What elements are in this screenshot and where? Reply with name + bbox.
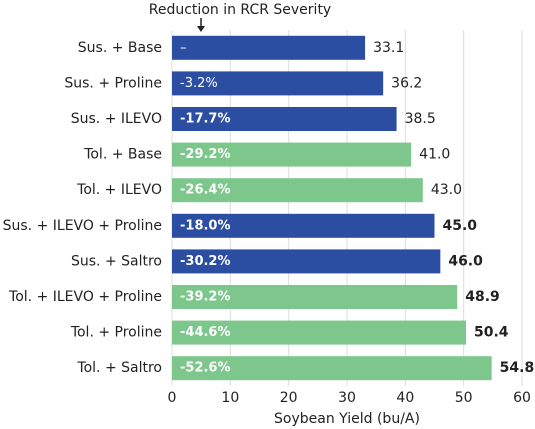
x-tick-label: 40 (396, 390, 414, 406)
reduction-label: -3.2% (180, 76, 218, 91)
bar (172, 35, 366, 60)
bar (172, 213, 435, 238)
value-label: 48.9 (465, 289, 500, 305)
y-tick-label: Tol. + Proline (70, 325, 162, 341)
y-tick-label: Tol. + Saltro (76, 360, 162, 376)
x-tick-label: 10 (221, 390, 239, 406)
x-tick-label: 20 (280, 390, 298, 406)
bar (172, 178, 423, 203)
y-tick-label: Sus. + ILEVO + Proline (3, 218, 162, 234)
y-tick-label: Sus. + Saltro (71, 253, 162, 269)
reduction-label: – (180, 40, 187, 55)
value-label: 33.1 (373, 40, 404, 56)
y-tick-label: Tol. + ILEVO (76, 182, 162, 198)
value-label: 41.0 (419, 147, 450, 163)
y-tick-label: Tol. + Base (83, 147, 162, 163)
reduction-label: -29.2% (180, 147, 231, 162)
x-tick-label: 60 (513, 390, 531, 406)
reduction-label: -26.4% (180, 183, 231, 198)
value-label: 36.2 (391, 75, 422, 91)
bar (172, 71, 384, 96)
reduction-label: -44.6% (180, 325, 231, 340)
annotation-arrowhead (197, 26, 205, 32)
y-tick-label: Sus. + Proline (64, 75, 162, 91)
value-label: 38.5 (405, 111, 436, 127)
value-label: 46.0 (448, 253, 483, 269)
bar (172, 142, 412, 167)
reduction-label: -52.6% (180, 361, 231, 376)
bar (172, 107, 397, 131)
y-tick-label: Sus. + ILEVO (71, 111, 162, 127)
value-label: 45.0 (443, 218, 478, 234)
bar (172, 285, 458, 309)
bar (172, 320, 466, 345)
bar (172, 356, 492, 381)
reduction-label: -17.7% (180, 112, 231, 127)
value-label: 50.4 (474, 325, 509, 341)
x-tick-label: 50 (455, 390, 473, 406)
annotation: Reduction in RCR Severity (149, 2, 331, 18)
bar (172, 249, 441, 274)
y-tick-label: Tol. + ILEVO + Proline (8, 289, 162, 305)
value-label: 54.8 (500, 360, 535, 376)
reduction-label: -18.0% (180, 218, 231, 233)
y-tick-label: Sus. + Base (78, 40, 162, 56)
reduction-label: -30.2% (180, 254, 231, 269)
x-axis-label: Soybean Yield (bu/A) (274, 411, 420, 427)
x-tick-label: 0 (168, 390, 177, 406)
value-label: 43.0 (431, 182, 462, 198)
x-tick-label: 30 (338, 390, 356, 406)
reduction-label: -39.2% (180, 290, 231, 305)
